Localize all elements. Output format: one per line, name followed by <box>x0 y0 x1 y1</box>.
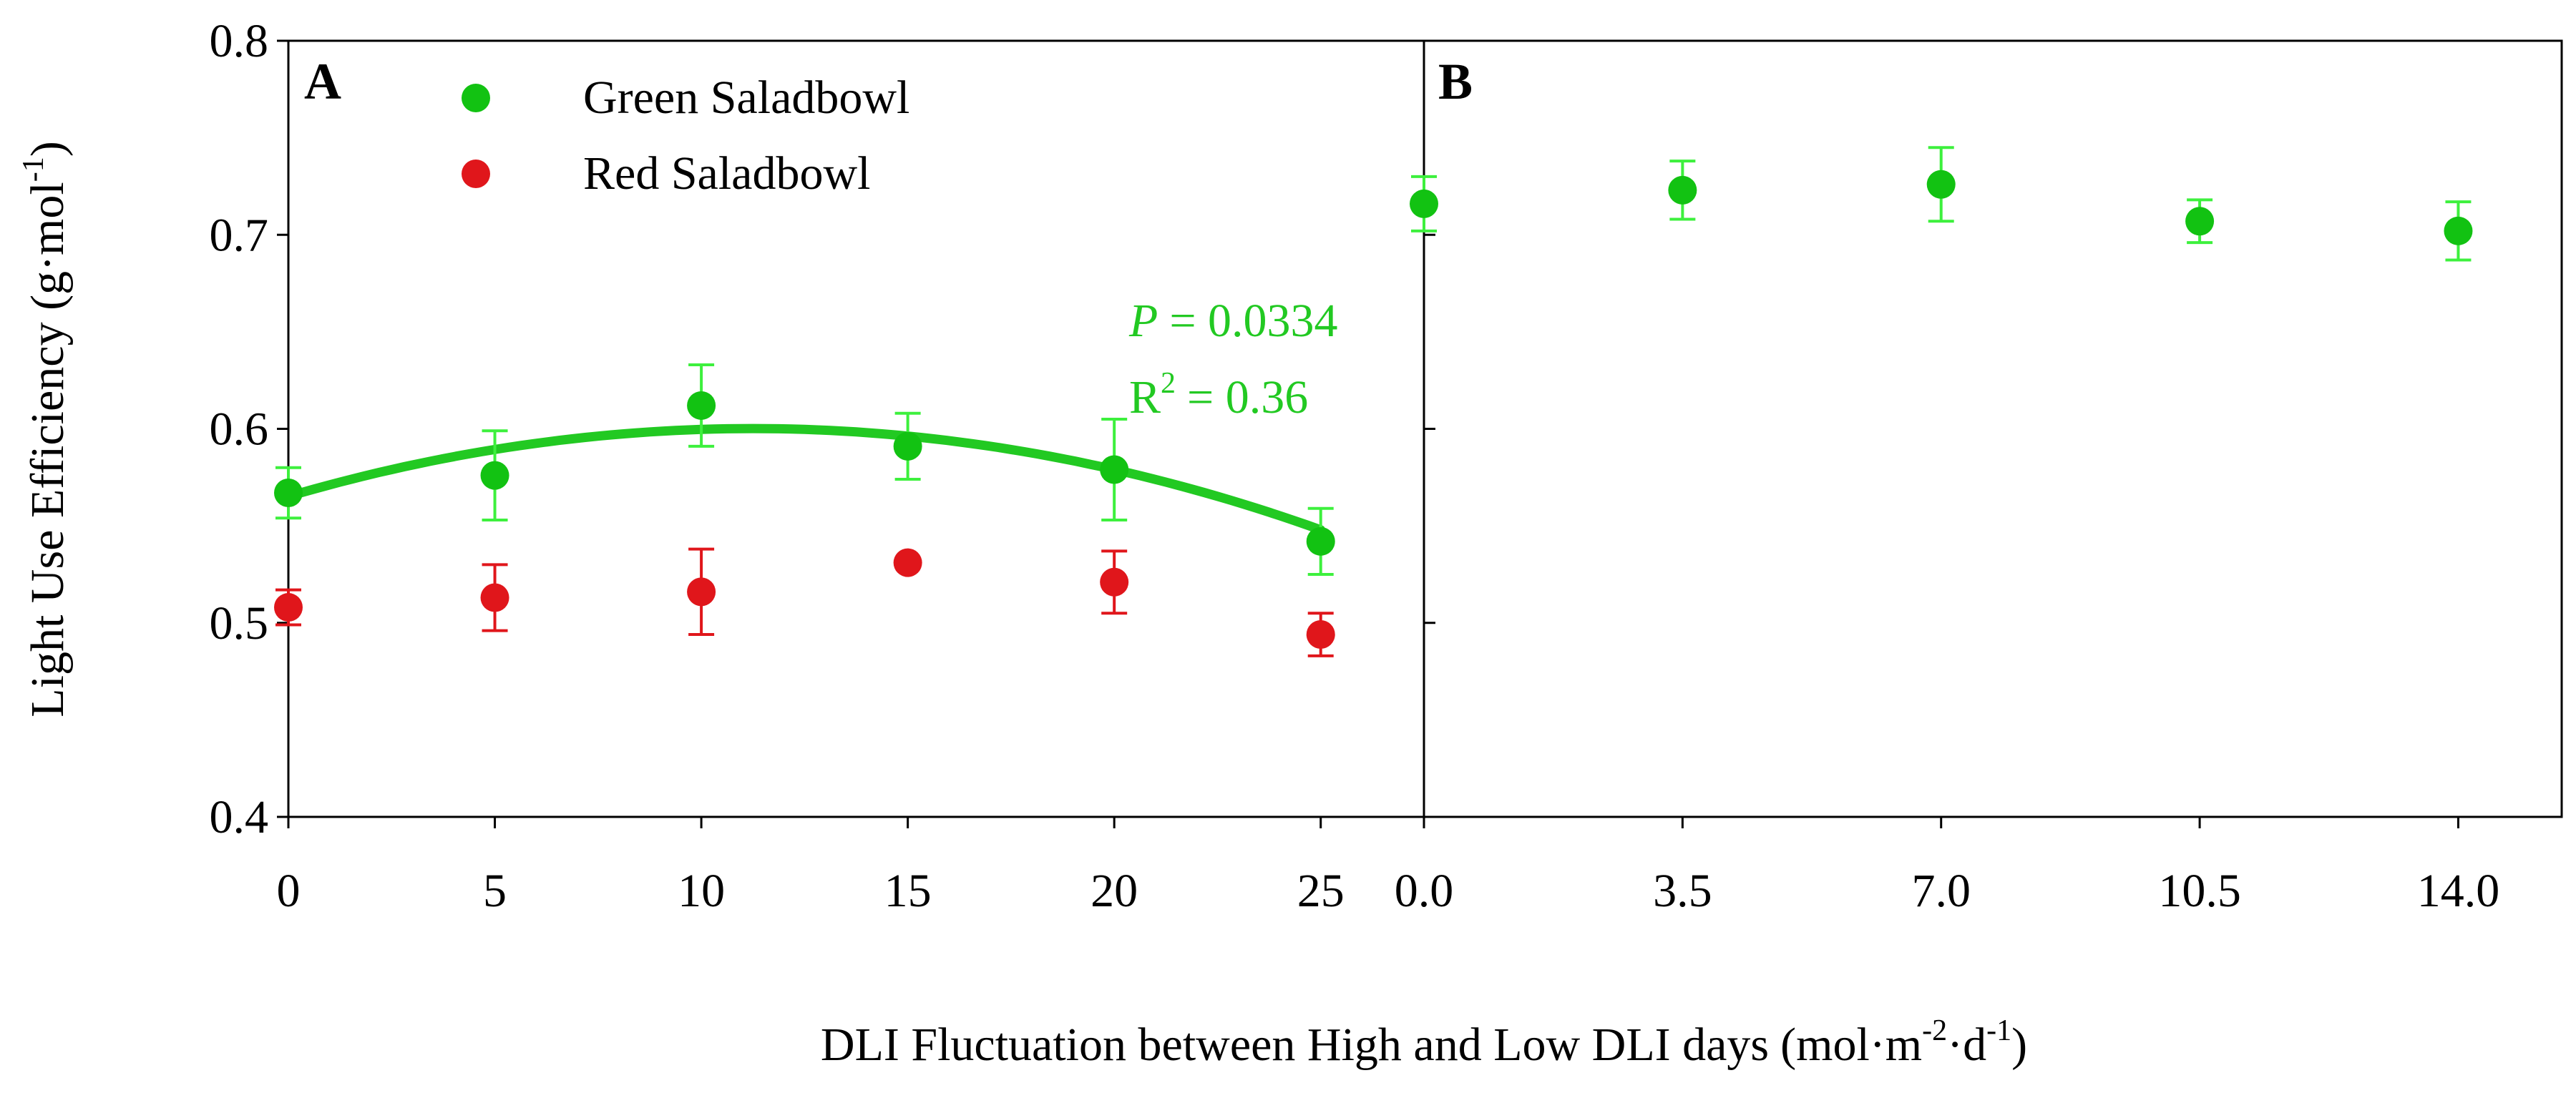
p-value: = 0.0334 <box>1169 295 1337 347</box>
x-tick-label: 14.0 <box>2417 865 2500 917</box>
x-tick-label: 10.5 <box>2158 865 2241 917</box>
y-axis-label-main: Light Use Efficiency (g·mol <box>21 182 74 717</box>
r2-value-text: R2 = 0.36 <box>1129 367 1308 423</box>
x-tick-label: 15 <box>884 865 932 917</box>
x-axis-label: DLI Fluctuation between High and Low DLI… <box>821 1014 2027 1071</box>
p-value-text: P = 0.0334 <box>1128 295 1338 347</box>
data-point-green <box>893 431 922 461</box>
data-point-green <box>2444 216 2473 245</box>
x-tick-label: 3.5 <box>1653 865 1712 917</box>
regression-annotation: P = 0.0334 R2 = 0.36 <box>1128 295 1338 423</box>
x-axis-units-close: ) <box>2011 1019 2027 1071</box>
y-tick-label: 0.4 <box>210 791 269 843</box>
data-point-red <box>687 577 716 607</box>
x-tick-label: 5 <box>483 865 507 917</box>
y-axis-label-close: ) <box>21 141 74 157</box>
data-point-red <box>274 593 303 622</box>
data-point-red <box>1306 620 1335 650</box>
y-tick-label: 0.8 <box>210 15 269 67</box>
p-symbol: P <box>1128 295 1158 347</box>
panel-a-ticks: 0.4 0.5 0.6 0.7 0.8 0 5 10 15 20 25 <box>210 15 1345 917</box>
legend-marker-green <box>462 84 490 112</box>
data-point-green <box>1410 189 1438 218</box>
x-axis-label-main: DLI Fluctuation between High and Low DLI… <box>821 1019 1769 1071</box>
panel-a-fit-curve-group <box>283 423 1326 535</box>
panel-b-frame <box>1423 39 2563 818</box>
y-tick-label: 0.5 <box>210 597 269 650</box>
y-tick-label: 0.6 <box>210 403 269 456</box>
x-tick-label: 25 <box>1297 865 1345 917</box>
y-axis-label-exp: -1 <box>17 157 50 182</box>
panel-b-marks <box>1410 146 2473 262</box>
data-point-red <box>480 583 509 612</box>
x-tick-label: 0.0 <box>1395 865 1454 917</box>
legend-marker-red <box>462 160 490 188</box>
r2-exponent: 2 <box>1161 367 1176 400</box>
x-tick-label: 10 <box>678 865 725 917</box>
legend: Green Saladbowl Red Saladbowl <box>462 72 909 200</box>
data-point-green <box>687 391 716 420</box>
x-tick-label: 7.0 <box>1911 865 1971 917</box>
x-tick-label: 20 <box>1091 865 1138 917</box>
panel-b-ticks: 0.0 3.5 7.0 10.5 14.0 <box>1395 39 2500 917</box>
r2-symbol: R <box>1129 371 1161 423</box>
data-point-green <box>2185 207 2215 236</box>
panel-b-letter: B <box>1438 53 1473 110</box>
legend-label-green: Green Saladbowl <box>583 72 909 124</box>
y-axis-label: Light Use Efficiency (g·mol-1) <box>17 141 74 717</box>
panel-a-letter: A <box>304 53 341 110</box>
data-point-red <box>1100 567 1129 597</box>
y-tick-label: 0.7 <box>210 209 269 261</box>
x-axis-units-exp2: -1 <box>1986 1014 2011 1047</box>
r2-value: = 0.36 <box>1187 371 1308 423</box>
data-point-green <box>1668 175 1697 205</box>
x-tick-label: 0 <box>277 865 301 917</box>
data-point-green <box>1100 455 1129 484</box>
data-point-green <box>1926 170 1956 199</box>
data-point-green <box>274 479 303 508</box>
x-axis-units-open: (mol·m <box>1780 1019 1922 1071</box>
data-point-red <box>893 548 922 577</box>
panel-a-marks <box>274 363 1335 657</box>
data-point-green <box>1306 526 1335 556</box>
fit-curve <box>283 423 1326 535</box>
legend-label-red: Red Saladbowl <box>583 147 870 200</box>
x-axis-units-exp1: -2 <box>1922 1014 1947 1047</box>
x-axis-units-mid: ·d <box>1947 1019 1986 1071</box>
data-point-green <box>480 461 509 490</box>
